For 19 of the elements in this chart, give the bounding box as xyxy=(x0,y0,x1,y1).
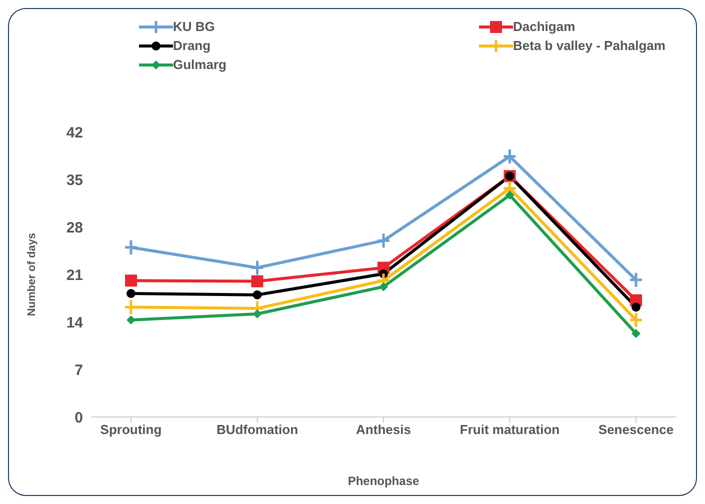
legend-label: Dachigam xyxy=(513,19,576,34)
legend-label: Gulmarg xyxy=(173,57,226,72)
x-axis-title: Phenophase xyxy=(348,474,420,488)
x-tick-label: BUdfomation xyxy=(216,422,298,438)
legend-label: KU BG xyxy=(173,19,215,34)
x-tick-label: Anthesis xyxy=(356,422,411,438)
x-tick-label: Fruit maturation xyxy=(460,422,560,438)
y-tick-label: 14 xyxy=(66,314,84,332)
y-tick-label: 21 xyxy=(66,266,83,284)
legend-label: Drang xyxy=(173,38,211,53)
y-tick-label: 28 xyxy=(66,219,83,236)
legend-label: Beta b valley - Pahalgam xyxy=(513,38,666,53)
x-tick-label: Senescence xyxy=(598,422,674,438)
y-tick-label: 42 xyxy=(66,124,83,142)
y-axis-title: Number of days xyxy=(26,232,38,316)
y-tick-label: 0 xyxy=(74,409,83,426)
x-tick-label: Sprouting xyxy=(100,422,162,438)
y-tick-label: 7 xyxy=(74,362,83,379)
y-tick-label: 35 xyxy=(66,172,83,189)
